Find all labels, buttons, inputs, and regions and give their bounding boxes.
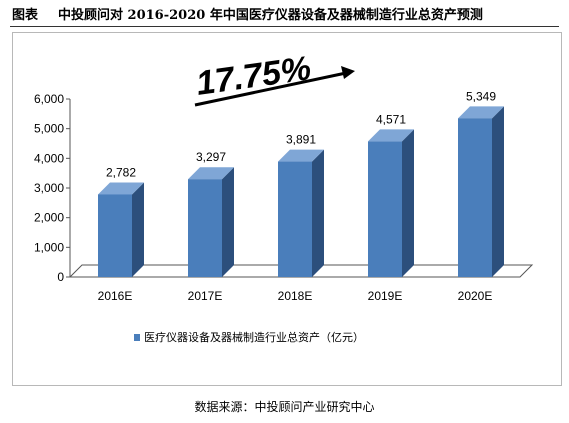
data-label: 5,349 [466,89,496,103]
legend-swatch [134,334,140,341]
growth-rate-text: 17.75% [194,49,313,103]
x-tick-label: 2016E [98,289,133,303]
x-tick-label: 2018E [278,289,313,303]
figure-title: 中投顾问对 2016-2020 年中国医疗仪器设备及器械制造行业总资产预测 [58,8,483,23]
data-label: 3,297 [196,150,226,164]
growth-arrow-head [341,66,355,79]
bar-series [98,106,504,277]
y-tick-label: 4,000 [34,151,64,165]
legend: 医疗仪器设备及器械制造行业总资产（亿元） [134,330,364,344]
data-label: 4,571 [376,112,406,126]
title-underline [10,26,559,27]
bar-top-face [278,149,324,162]
bar-top-face [188,167,234,180]
bar-side-face [222,167,234,277]
bar-front-face [98,194,132,277]
bar-top-face [458,106,504,119]
bar-side-face [402,129,414,277]
chart-frame: 0 1,000 2,000 3,000 4,000 5,000 6,000 2,782 3,2… [12,32,562,386]
bar-side-face [132,182,144,277]
bar-front-face [368,141,402,277]
x-tick-label: 2020E [458,289,493,303]
bar-side-face [492,106,504,277]
x-tick-label: 2019E [368,289,403,303]
growth-annotation: 17.75% [194,49,355,107]
figure-label: 图表 [12,8,39,23]
data-label: 2,782 [106,165,136,179]
bar [188,167,234,277]
bar [98,182,144,277]
growth-arrow-line [194,71,347,107]
bar [278,149,324,277]
source-note: 数据来源：中投顾问产业研究中心 [194,400,375,414]
y-tick-label: 1,000 [34,240,64,254]
y-axis: 0 1,000 2,000 3,000 4,000 5,000 6,000 [34,92,71,284]
bar [458,106,504,277]
y-tick-label: 6,000 [34,92,64,106]
bar-front-face [278,161,312,277]
bar-chart: 0 1,000 2,000 3,000 4,000 5,000 6,000 2,782 3,2… [34,49,534,344]
y-tick-label: 0 [57,270,64,284]
y-tick-label: 2,000 [34,211,64,225]
data-label: 3,891 [286,133,316,147]
bar-front-face [458,118,492,277]
x-tick-label: 2017E [188,289,223,303]
bar-top-face [98,182,144,195]
bar [368,129,414,277]
x-axis-ticks: 2016E 2017E 2018E 2019E 2020E [98,289,493,303]
y-tick-label: 3,000 [34,181,64,195]
bar-top-face [368,129,414,142]
figure-title-row: 图表 中投顾问对 2016-2020 年中国医疗仪器设备及器械制造行业总资产预测 [12,4,562,26]
bar-side-face [312,149,324,277]
data-labels: 2,782 3,297 3,891 4,571 5,349 [106,89,496,179]
legend-label: 医疗仪器设备及器械制造行业总资产（亿元） [144,330,364,344]
bar-front-face [188,179,222,277]
y-tick-label: 5,000 [34,122,64,136]
